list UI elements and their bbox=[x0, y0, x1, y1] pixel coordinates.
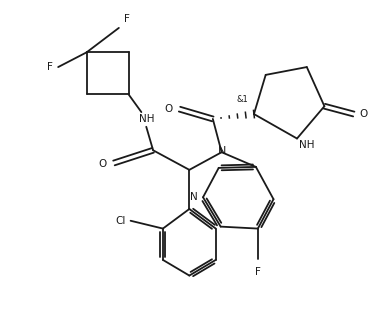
Text: N: N bbox=[217, 146, 226, 156]
Text: NH: NH bbox=[299, 140, 314, 150]
Text: F: F bbox=[47, 62, 53, 72]
Text: F: F bbox=[255, 267, 261, 277]
Text: NH: NH bbox=[138, 114, 154, 124]
Text: O: O bbox=[165, 104, 173, 114]
Text: N: N bbox=[190, 192, 198, 202]
Text: Cl: Cl bbox=[115, 216, 126, 226]
Text: O: O bbox=[360, 109, 368, 119]
Text: O: O bbox=[98, 159, 106, 169]
Text: F: F bbox=[124, 14, 130, 24]
Text: &1: &1 bbox=[236, 95, 248, 104]
